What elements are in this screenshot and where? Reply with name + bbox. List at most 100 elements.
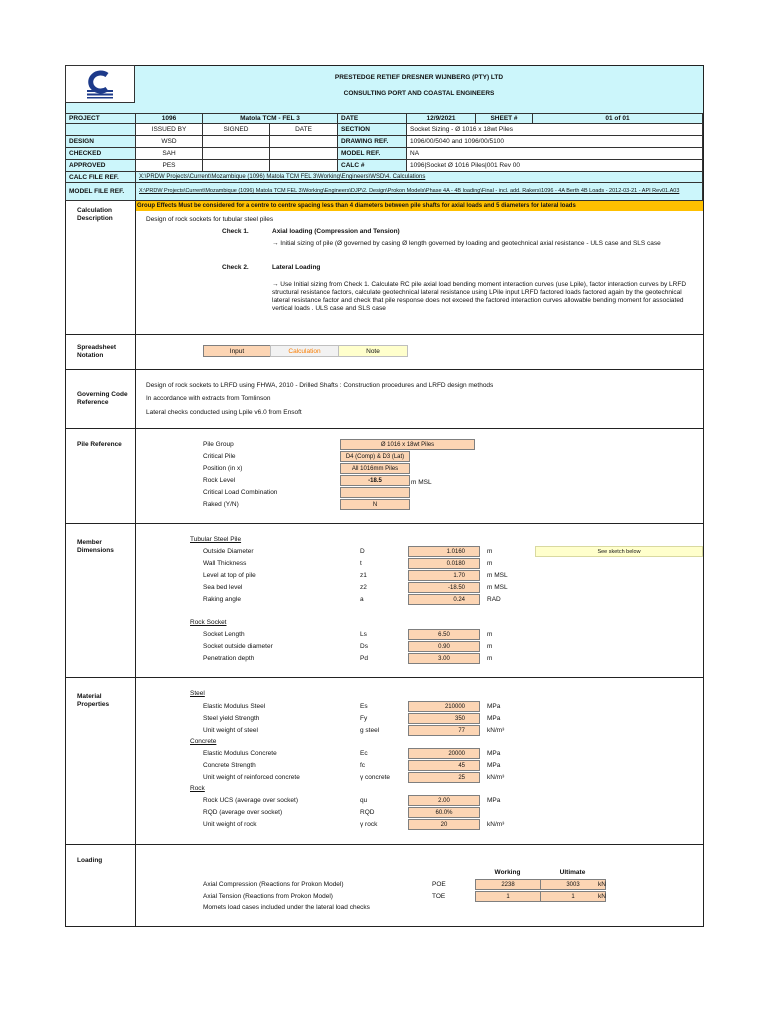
loading-note: Momets load cases included under the lat…	[203, 904, 370, 911]
check2-text: → Use Initial sizing from Check 1. Calcu…	[272, 281, 687, 312]
load-symbol: TOE	[432, 893, 446, 900]
param-name: Concrete Strength	[203, 762, 256, 769]
check2-label: Check 2.	[222, 264, 249, 271]
prdw-logo-icon	[65, 65, 135, 103]
param-symbol: a	[360, 596, 364, 603]
check1-label: Check 1.	[222, 228, 249, 235]
compression-working-input[interactable]: 2238	[475, 879, 541, 890]
loading-label: Loading	[77, 857, 103, 864]
param-name: Outside Diameter	[203, 548, 254, 555]
param-name: Socket outside diameter	[203, 643, 273, 650]
tension-ultimate-input[interactable]: 1	[540, 891, 606, 902]
notation-label: Spreadsheet Notation	[77, 344, 117, 359]
section-divider	[65, 334, 704, 335]
steel-weight-input[interactable]: 77	[408, 725, 480, 736]
sheet-frame	[65, 65, 704, 927]
param-symbol: Pd	[360, 655, 368, 662]
param-name: Socket Length	[203, 631, 245, 638]
section-divider	[65, 428, 704, 429]
section-divider	[65, 369, 704, 370]
param-name: Elastic Modulus Concrete	[203, 750, 277, 757]
material-label: Material Properties	[77, 693, 110, 708]
param-unit: kN/m³	[487, 727, 505, 734]
pile-group-label: Pile Group	[203, 441, 234, 448]
check1-text: → Initial sizing of pile (Ø governed by …	[272, 240, 661, 247]
pile-ref-label: Pile Reference	[77, 441, 122, 448]
socket-diameter-input[interactable]: 0.90	[408, 641, 480, 652]
sketch-note: See sketch below	[535, 546, 703, 557]
critical-pile-input[interactable]: D4 (Comp) & D3 (Lat)	[340, 451, 410, 462]
param-unit: kN/m³	[487, 774, 505, 781]
param-unit: MPa	[487, 762, 501, 769]
tension-working-input[interactable]: 1	[475, 891, 541, 902]
param-symbol: g steel	[360, 727, 380, 734]
param-symbol: RQD	[360, 809, 375, 816]
param-unit: m	[487, 655, 493, 662]
load-combination-label: Critical Load Combination	[203, 489, 278, 496]
raked-label: Raked (Y/N)	[203, 501, 239, 508]
param-unit: MPa	[487, 703, 501, 710]
param-name: Wall Thickness	[203, 560, 247, 567]
ultimate-header: Ultimate	[559, 869, 586, 876]
socket-title: Rock Socket	[190, 619, 227, 626]
rock-level-input[interactable]: -18.5	[340, 475, 410, 486]
concrete-strength-input[interactable]: 45	[408, 760, 480, 771]
param-unit: MPa	[487, 797, 501, 804]
load-name: Axial Compression (Reactions for Prokon …	[203, 881, 344, 888]
param-symbol: γ concrete	[360, 774, 390, 781]
param-symbol: z2	[360, 584, 367, 591]
rock-weight-input[interactable]: 20	[408, 819, 480, 830]
rock-ucs-input[interactable]: 2.00	[408, 795, 480, 806]
param-name: Rock UCS (average over socket)	[203, 797, 299, 804]
param-symbol: fc	[360, 762, 366, 769]
param-name: Level at top of pile	[203, 572, 256, 579]
tubular-title: Tubular Steel Pile	[190, 536, 242, 543]
concrete-weight-input[interactable]: 25	[408, 772, 480, 783]
member-label: Member Dimensions	[77, 539, 114, 554]
load-unit: kN	[598, 881, 606, 888]
notation-note: Note	[338, 345, 408, 357]
compression-ultimate-input[interactable]: 3003	[540, 879, 606, 890]
raked-input[interactable]: N	[340, 499, 410, 510]
param-symbol: γ rock	[360, 821, 378, 828]
param-name: Sea bed level	[203, 584, 243, 591]
param-unit: m MSL	[487, 572, 508, 579]
pile-group-input[interactable]: Ø 1016 x 18wt Piles	[340, 439, 475, 450]
load-name: Axial Tension (Reactions from Prokon Mod…	[203, 893, 333, 900]
model-file-label: MODEL FILE REF.	[65, 182, 136, 201]
param-symbol: Ec	[360, 750, 368, 757]
seabed-level-input[interactable]: -18.50	[408, 582, 480, 593]
company-subtitle: CONSULTING PORT AND COASTAL ENGINEERS	[343, 90, 495, 97]
rock-title: Rock	[190, 785, 205, 792]
notation-calculation: Calculation	[270, 345, 339, 357]
param-name: RQD (average over socket)	[203, 809, 283, 816]
critical-pile-label: Critical Pile	[203, 453, 236, 460]
load-combination-input[interactable]	[340, 487, 410, 498]
socket-length-input[interactable]: 6.50	[408, 629, 480, 640]
param-name: Elastic Modulus Steel	[203, 703, 266, 710]
raking-angle-input[interactable]: 0.24	[408, 594, 480, 605]
company-name: PRESTEDGE RETIEF DRESNER WIJNBERG (PTY) …	[334, 74, 504, 81]
param-symbol: Ds	[360, 643, 368, 650]
code-line: In accordance with extracts from Tomlins…	[146, 395, 271, 402]
steel-modulus-input[interactable]: 210000	[408, 701, 480, 712]
wall-thickness-input[interactable]: 0.0180	[408, 558, 480, 569]
steel-title: Steel	[190, 690, 205, 697]
param-unit: m	[487, 631, 493, 638]
concrete-modulus-input[interactable]: 20000	[408, 748, 480, 759]
code-line: Design of rock sockets to LRFD using FHW…	[146, 382, 494, 389]
penetration-depth-input[interactable]: 3.00	[408, 653, 480, 664]
param-name: Penetration depth	[203, 655, 255, 662]
param-symbol: Ls	[360, 631, 367, 638]
top-level-input[interactable]: 1.70	[408, 570, 480, 581]
param-name: Steel yield Strength	[203, 715, 260, 722]
label-column-divider	[135, 200, 136, 926]
param-unit: m	[487, 560, 493, 567]
outside-diameter-input[interactable]: 1.0160	[408, 546, 480, 557]
param-unit: m	[487, 643, 493, 650]
position-input[interactable]: All 1016mm Piles	[340, 463, 410, 474]
model-file-link[interactable]: X:\PRDW Projects\Current\Mozambique (109…	[135, 182, 703, 201]
param-unit: RAD	[487, 596, 501, 603]
rqd-input[interactable]: 60.0%	[408, 807, 480, 818]
steel-yield-input[interactable]: 350	[408, 713, 480, 724]
